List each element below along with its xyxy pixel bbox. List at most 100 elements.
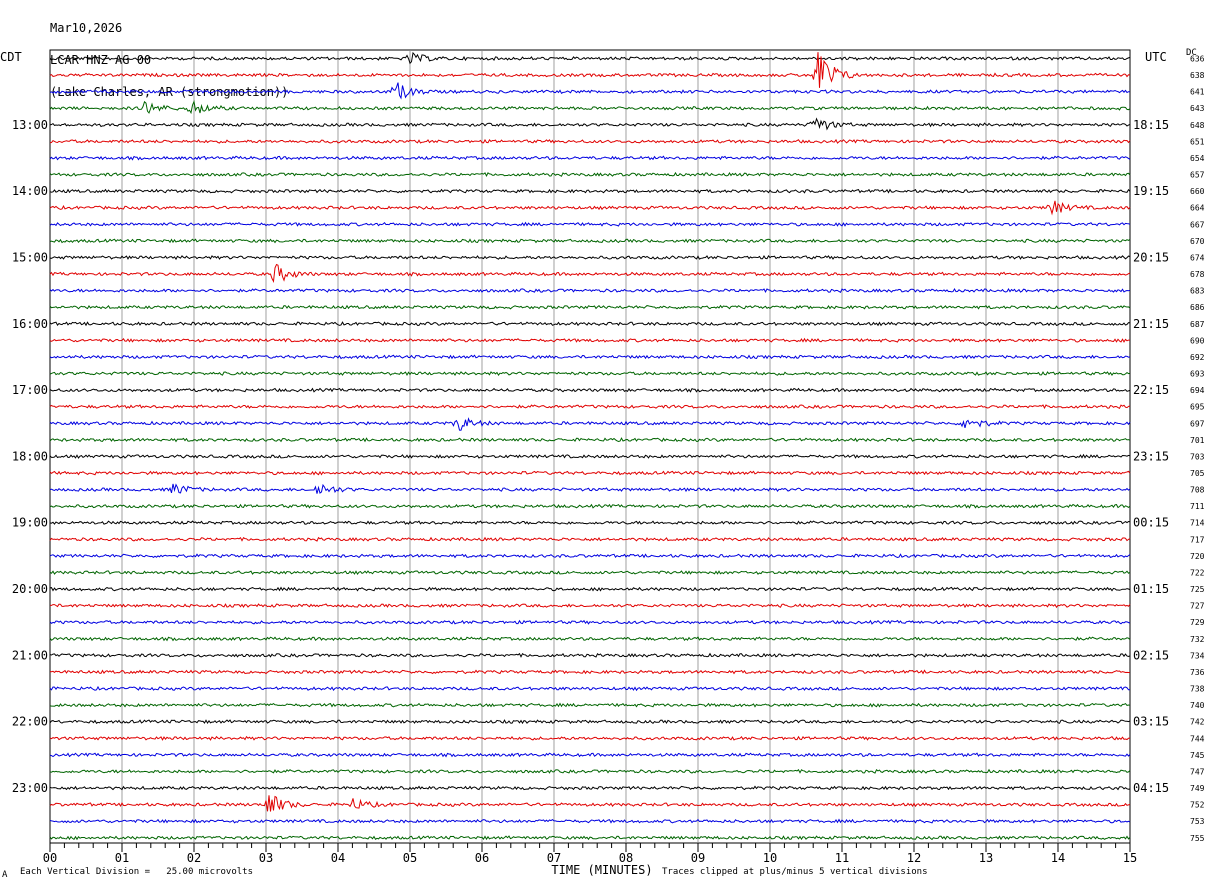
x-tick-label: 07 — [547, 851, 561, 865]
dc-value-label: 725 — [1190, 585, 1205, 594]
seismic-trace — [49, 387, 1131, 393]
seismic-trace — [49, 636, 1131, 642]
dc-value-label: 703 — [1190, 452, 1205, 461]
left-hour-label: 13:00 — [12, 118, 48, 132]
seismic-trace — [49, 238, 1131, 244]
dc-value-label: 683 — [1190, 287, 1205, 296]
seismic-trace — [50, 603, 1131, 609]
x-tick-label: 00 — [43, 851, 57, 865]
right-hour-label: 01:15 — [1133, 582, 1169, 596]
dc-value-label: 742 — [1190, 718, 1205, 727]
seismic-trace — [49, 503, 1131, 509]
seismic-trace — [49, 99, 1131, 115]
x-tick-label: 13 — [979, 851, 993, 865]
x-axis-label: TIME (MINUTES) — [551, 863, 652, 877]
dc-value-label: 664 — [1190, 204, 1205, 213]
x-tick-label: 09 — [691, 851, 705, 865]
seismic-trace — [49, 417, 1131, 431]
dc-value-label: 636 — [1190, 55, 1205, 64]
dc-value-label: 732 — [1190, 635, 1205, 644]
dc-value-label: 694 — [1190, 386, 1205, 395]
seismic-trace — [49, 354, 1131, 360]
dc-value-label: 720 — [1190, 552, 1205, 561]
dc-value-label: 744 — [1190, 734, 1205, 743]
right-hour-label: 03:15 — [1133, 715, 1169, 729]
seismic-trace — [49, 719, 1131, 725]
seismic-trace — [49, 669, 1131, 675]
right-hour-label: 02:15 — [1133, 648, 1169, 662]
seismic-trace — [49, 82, 1131, 100]
dc-value-label: 657 — [1190, 171, 1205, 180]
seismic-trace — [49, 702, 1131, 708]
x-tick-label: 11 — [835, 851, 849, 865]
x-tick-label: 15 — [1123, 851, 1137, 865]
dc-value-label: 722 — [1190, 568, 1205, 577]
scale-note: Each Vertical Division = 25.00 microvolt… — [20, 867, 253, 877]
dc-value-label: 695 — [1190, 403, 1205, 412]
seismic-trace — [49, 570, 1131, 576]
x-tick-label: 12 — [907, 851, 921, 865]
dc-value-label: 727 — [1190, 602, 1205, 611]
seismic-trace — [49, 795, 1131, 812]
dc-value-label: 692 — [1190, 353, 1205, 362]
dc-value-label: 717 — [1190, 535, 1205, 544]
right-hour-label: 19:15 — [1133, 184, 1169, 198]
seismic-trace — [49, 287, 1131, 293]
seismic-trace — [49, 619, 1131, 625]
dc-value-label: 690 — [1190, 336, 1205, 345]
seismic-trace — [49, 483, 1131, 494]
seismic-trace — [49, 785, 1131, 791]
x-tick-label: 02 — [187, 851, 201, 865]
clip-note: Traces clipped at plus/minus 5 vertical … — [662, 867, 928, 877]
dc-value-label: 670 — [1190, 237, 1205, 246]
seismic-trace — [49, 337, 1130, 343]
seismic-trace — [49, 188, 1131, 194]
seismic-trace — [49, 117, 1131, 131]
seismic-trace — [49, 171, 1131, 178]
dc-value-label: 753 — [1190, 817, 1205, 826]
seismic-trace — [49, 818, 1131, 824]
dc-value-label: 686 — [1190, 303, 1205, 312]
dc-value-label: 747 — [1190, 767, 1205, 776]
left-hour-label: 18:00 — [12, 449, 48, 463]
dc-value-label: 734 — [1190, 651, 1205, 660]
dc-value-label: 745 — [1190, 751, 1205, 760]
right-hour-label: 00:15 — [1133, 516, 1169, 530]
right-hour-label: 04:15 — [1133, 781, 1169, 795]
right-timezone-label: UTC — [1145, 50, 1167, 64]
dc-value-label: 643 — [1190, 104, 1205, 113]
dc-value-label: 749 — [1190, 784, 1205, 793]
dc-value-label: 651 — [1190, 137, 1205, 146]
dc-value-label: 674 — [1190, 253, 1205, 262]
seismic-trace — [49, 138, 1131, 144]
left-hour-label: 20:00 — [12, 582, 48, 596]
x-tick-label: 08 — [619, 851, 633, 865]
seismic-trace — [49, 437, 1131, 443]
seismic-trace — [49, 200, 1131, 216]
seismic-trace — [49, 404, 1131, 410]
left-hour-label: 21:00 — [12, 648, 48, 662]
right-hour-label: 20:15 — [1133, 250, 1169, 264]
seismic-trace — [49, 520, 1131, 526]
left-timezone-label: CDT — [0, 50, 22, 64]
left-hour-label: 23:00 — [12, 781, 48, 795]
dc-value-label: 667 — [1190, 220, 1205, 229]
seismic-trace — [49, 255, 1131, 261]
seismic-trace — [49, 304, 1131, 310]
dc-value-label: 755 — [1190, 834, 1205, 843]
seismic-trace — [49, 221, 1131, 227]
seismic-trace — [49, 652, 1131, 658]
dc-value-label: 705 — [1190, 469, 1205, 478]
x-tick-label: 14 — [1051, 851, 1065, 865]
right-hour-label: 18:15 — [1133, 118, 1169, 132]
seismic-trace — [49, 263, 1131, 283]
left-hour-label: 17:00 — [12, 383, 48, 397]
dc-label: DC — [1186, 48, 1197, 58]
dc-value-label: 697 — [1190, 419, 1205, 428]
x-tick-label: 05 — [403, 851, 417, 865]
dc-value-label: 648 — [1190, 121, 1205, 130]
seismic-trace — [49, 51, 1131, 65]
seismic-trace — [49, 768, 1131, 774]
seismic-trace — [49, 470, 1131, 476]
